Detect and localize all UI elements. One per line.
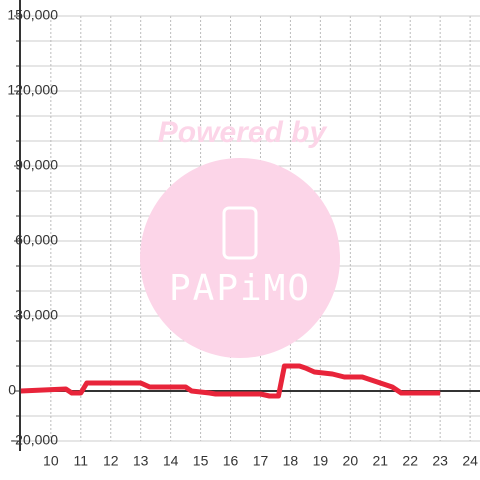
- x-tick-label: 13: [133, 453, 149, 469]
- watermark-phone: [222, 206, 258, 260]
- watermark-bottom: PAPiMO: [169, 268, 311, 309]
- x-tick-label: 19: [313, 453, 329, 469]
- y-tick-label: 30,000: [15, 307, 58, 323]
- y-tick-label: 150,000: [7, 7, 58, 23]
- x-tick-label: 20: [343, 453, 359, 469]
- x-tick-label: 14: [163, 453, 179, 469]
- x-tick-label: 18: [283, 453, 299, 469]
- x-tick-label: 10: [43, 453, 59, 469]
- x-tick-label: 23: [432, 453, 448, 469]
- x-tick-label: 15: [193, 453, 209, 469]
- watermark: Powered by PAPiMO: [140, 116, 340, 358]
- y-tick-label: 120,000: [7, 82, 58, 98]
- x-tick-label: 12: [103, 453, 119, 469]
- x-tick-label: 11: [74, 453, 89, 469]
- y-tick-label: 0: [8, 382, 16, 398]
- y-tick-label: -20,000: [11, 432, 59, 448]
- y-tick-label: 90,000: [15, 157, 58, 173]
- y-tick-label: 60,000: [15, 232, 58, 248]
- x-tick-label: 16: [223, 453, 239, 469]
- x-tick-label: 17: [253, 453, 269, 469]
- x-tick-label: 21: [372, 453, 388, 469]
- x-tick-label: 24: [462, 453, 478, 469]
- x-tick-label: 22: [402, 453, 418, 469]
- data-line: [20, 363, 441, 399]
- watermark-top: Powered by: [158, 116, 328, 149]
